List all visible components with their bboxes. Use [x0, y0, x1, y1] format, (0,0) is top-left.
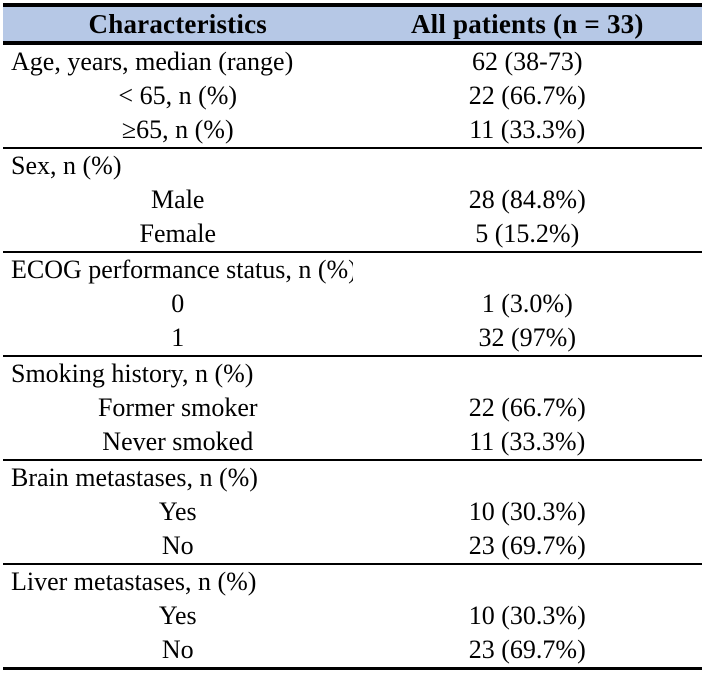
row-value: 23 (69.7%) — [468, 531, 586, 560]
table-row: Never smoked 11 (33.3%) — [3, 425, 702, 460]
table-header: Characteristics All patients (n = 33) — [3, 3, 702, 45]
row-sublabel: 0 — [171, 289, 185, 318]
table-row: Liver metastases, n (%) — [3, 563, 702, 599]
table-row: Male 28 (84.8%) — [3, 183, 702, 217]
row-value: 11 (33.3%) — [469, 427, 586, 456]
row-value: 5 (15.2%) — [475, 219, 580, 248]
row-sublabel: No — [3, 633, 353, 670]
row-sublabel: Former smoker — [97, 393, 258, 422]
table-row: Age, years, median (range) 62 (38-73) — [3, 43, 702, 79]
header-row: Characteristics All patients (n = 33) — [3, 3, 702, 45]
table-row: Female 5 (15.2%) — [3, 217, 702, 252]
row-value — [352, 355, 702, 391]
column-header-characteristics: Characteristics — [3, 3, 353, 45]
patient-characteristics-table: Characteristics All patients (n = 33) Ag… — [3, 3, 702, 670]
row-sublabel: Yes — [158, 601, 197, 630]
row-value: 10 (30.3%) — [468, 601, 586, 630]
row-value: 10 (30.3%) — [468, 497, 586, 526]
table-row: Brain metastases, n (%) — [3, 459, 702, 495]
row-value: 23 (69.7%) — [352, 633, 702, 670]
table-row: Smoking history, n (%) — [3, 355, 702, 391]
column-header-all-patients: All patients (n = 33) — [352, 3, 702, 45]
row-value: 22 (66.7%) — [468, 393, 586, 422]
table-row: 0 1 (3.0%) — [3, 287, 702, 321]
row-value: 62 (38-73) — [472, 47, 583, 76]
row-sublabel: Female — [139, 219, 217, 248]
table-row: No 23 (69.7%) — [3, 529, 702, 564]
row-sublabel: Male — [151, 185, 205, 214]
row-value — [352, 563, 702, 599]
row-sublabel: < 65, n (%) — [118, 81, 238, 110]
table-row: < 65, n (%) 22 (66.7%) — [3, 79, 702, 113]
row-value: 22 (66.7%) — [468, 81, 586, 110]
row-label: Age, years, median (range) — [11, 47, 294, 76]
row-sublabel: Yes — [158, 497, 197, 526]
table-row: Sex, n (%) — [3, 147, 702, 183]
table-row: ECOG performance status, n (%) — [3, 251, 702, 287]
row-sublabel: ≥65, n (%) — [121, 115, 234, 144]
row-value: 32 (97%) — [478, 323, 576, 352]
table-body: Age, years, median (range) 62 (38-73) < 65… — [3, 43, 702, 670]
row-value: 11 (33.3%) — [469, 115, 586, 144]
row-value: 28 (84.8%) — [468, 185, 586, 214]
table-row: ≥65, n (%) 11 (33.3%) — [3, 113, 702, 148]
row-label: ECOG performance status, n (%) — [3, 251, 353, 287]
table-row: 1 32 (97%) — [3, 321, 702, 356]
row-label: Smoking history, n (%) — [3, 355, 353, 391]
row-sublabel: 1 — [171, 323, 185, 352]
row-label: Brain metastases, n (%) — [3, 459, 353, 495]
row-value: 1 (3.0%) — [481, 289, 573, 318]
table-row: No 23 (69.7%) — [3, 633, 702, 670]
table-row: Former smoker 22 (66.7%) — [3, 391, 702, 425]
row-sublabel: No — [161, 531, 194, 560]
table-row: Yes 10 (30.3%) — [3, 495, 702, 529]
table-row: Yes 10 (30.3%) — [3, 599, 702, 633]
row-value — [352, 251, 702, 287]
row-label: Liver metastases, n (%) — [3, 563, 353, 599]
row-label: Sex, n (%) — [3, 147, 353, 183]
row-sublabel: Never smoked — [102, 427, 254, 456]
row-value — [352, 459, 702, 495]
row-value — [352, 147, 702, 183]
